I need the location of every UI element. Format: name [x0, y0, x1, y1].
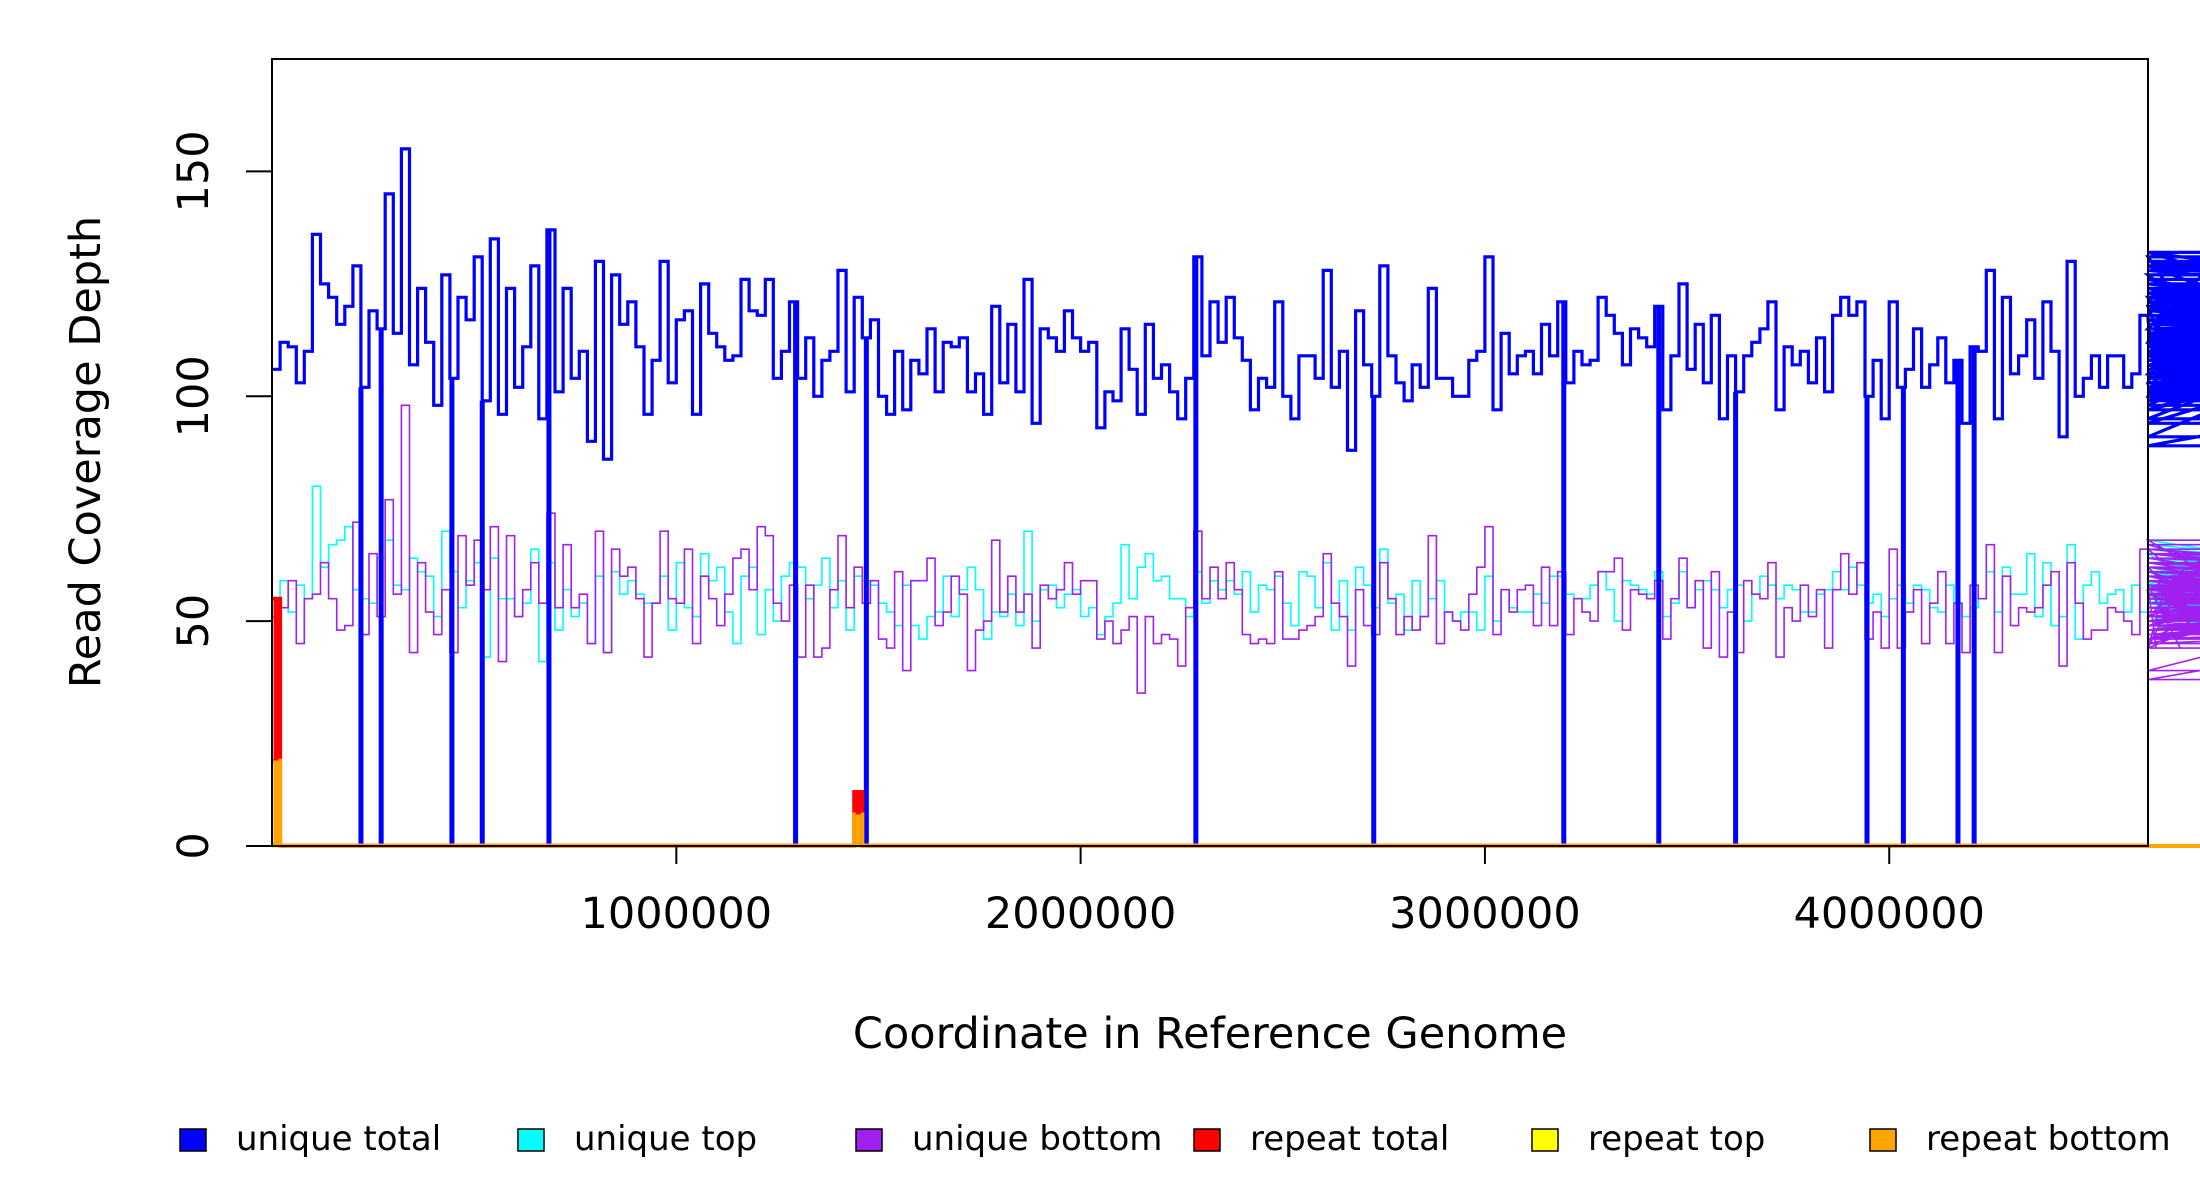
- legend-item-unique-total: unique total: [179, 1119, 441, 1159]
- series-repeat-total: [272, 596, 2200, 848]
- series-line-unique-bottom: [272, 404, 2200, 694]
- y-axis-label: Read Coverage Depth: [61, 216, 111, 688]
- legend: unique total unique top unique bottom repea…: [179, 1119, 2171, 1159]
- legend-label: unique top: [574, 1119, 757, 1159]
- legend-label: repeat bottom: [1926, 1119, 2171, 1159]
- series-repeat-bottom: [272, 758, 2200, 848]
- legend-item-repeat-top: repeat top: [1531, 1119, 1765, 1159]
- series-line-repeat-total: [272, 596, 2200, 848]
- legend-label: repeat total: [1250, 1119, 1449, 1159]
- legend-label: unique bottom: [912, 1119, 1162, 1159]
- x-axis: 1000000 2000000 3000000 4000000: [581, 846, 1985, 939]
- x-tick-label: 1000000: [581, 889, 773, 939]
- y-tick-label: 150: [169, 130, 219, 212]
- legend-item-unique-top: unique top: [517, 1119, 757, 1159]
- legend-label: unique total: [236, 1119, 441, 1159]
- series-line-repeat-bottom: [272, 758, 2200, 848]
- legend-item-repeat-bottom: repeat bottom: [1869, 1119, 2171, 1159]
- legend-item-repeat-total: repeat total: [1193, 1119, 1449, 1159]
- y-tick-label: 50: [169, 594, 219, 649]
- series-layer: [272, 147, 2200, 848]
- legend-item-unique-bottom: unique bottom: [855, 1119, 1162, 1159]
- legend-swatch: [855, 1128, 883, 1152]
- legend-label: repeat top: [1588, 1119, 1765, 1159]
- plot-frame: [271, 58, 2149, 847]
- series-unique-top: [272, 485, 2200, 846]
- legend-swatch: [179, 1128, 207, 1152]
- legend-swatch: [517, 1128, 545, 1152]
- series-unique-bottom: [272, 404, 2200, 846]
- x-axis-label: Coordinate in Reference Genome: [853, 1009, 1567, 1059]
- legend-swatch: [1531, 1128, 1559, 1152]
- series-line-unique-top: [272, 485, 2200, 663]
- series-unique-total: [272, 147, 2200, 846]
- x-tick-label: 2000000: [985, 889, 1177, 939]
- x-tick-label: 4000000: [1793, 889, 1985, 939]
- y-axis: 0 50 100 150: [169, 130, 272, 860]
- y-tick-label: 0: [169, 832, 219, 859]
- series-line-unique-total: [272, 147, 2200, 461]
- legend-swatch: [1869, 1128, 1897, 1152]
- x-tick-label: 3000000: [1389, 889, 1581, 939]
- legend-swatch: [1193, 1128, 1221, 1152]
- y-tick-label: 100: [169, 355, 219, 437]
